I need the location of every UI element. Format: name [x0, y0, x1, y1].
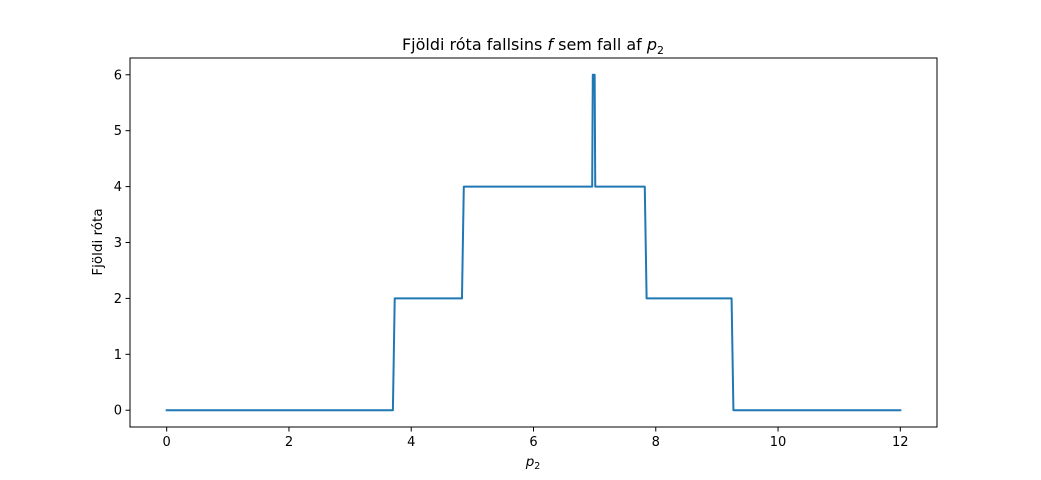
series-line-0 [165, 73, 902, 412]
x-tick-label: 10 [770, 435, 787, 450]
title-var: p [646, 35, 657, 54]
title-sub: 2 [657, 44, 664, 57]
x-axis-ticks: 0 2 4 6 8 10 12 [163, 427, 909, 450]
y-tick-label: 5 [114, 124, 122, 139]
y-tick-label: 0 [114, 404, 122, 419]
x-tick-label: 6 [529, 435, 537, 450]
y-tick-label: 2 [114, 292, 122, 307]
y-tick-label: 1 [114, 348, 122, 363]
x-tick-label: 12 [892, 435, 909, 450]
y-axis-ticks: 0 1 2 3 4 5 6 [114, 68, 130, 419]
title-middle: sem fall af [553, 35, 647, 54]
x-axis-label-var: p [525, 454, 535, 470]
title-func: f [547, 35, 555, 54]
axes-frame [129, 57, 938, 428]
y-tick-label: 6 [114, 68, 122, 83]
title-prefix: Fjöldi róta fallsins [402, 35, 547, 54]
chart-title: Fjöldi róta fallsins f sem fall af p2 [402, 35, 664, 57]
x-tick-label: 8 [652, 435, 660, 450]
x-axis-label-sub: 2 [534, 461, 540, 472]
x-tick-label: 2 [285, 435, 293, 450]
plot-area [165, 73, 902, 412]
y-axis-label: Fjöldi róta [90, 208, 106, 275]
x-tick-label: 0 [163, 435, 171, 450]
x-tick-label: 4 [407, 435, 415, 450]
y-tick-label: 3 [114, 236, 122, 251]
y-tick-label: 4 [114, 180, 122, 195]
x-axis-label: p2 [525, 454, 541, 472]
